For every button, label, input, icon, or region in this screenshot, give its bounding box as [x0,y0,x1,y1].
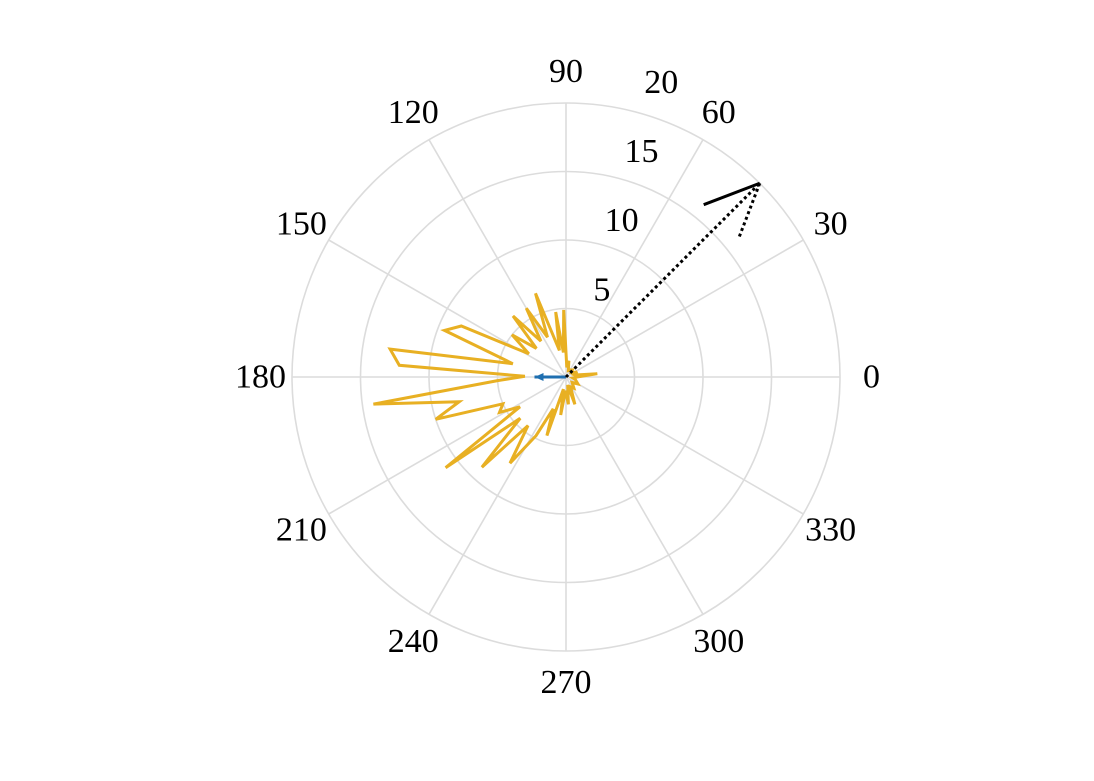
angle-label-300: 300 [693,623,744,660]
ring-15 [359,170,773,584]
radius-label-20: 20 [644,64,678,101]
large-arrow-shaft [564,182,761,379]
angle-label-30: 30 [814,206,848,243]
small-arrow-head [534,373,544,381]
angle-label-180: 180 [235,359,286,396]
radius-label-5: 5 [593,271,610,308]
angle-label-150: 150 [276,206,327,243]
ring-10 [428,239,704,515]
large-arrow-head-upper [703,181,761,207]
angle-label-0: 0 [863,359,880,396]
angle-label-240: 240 [388,623,439,660]
radius-label-15: 15 [624,133,658,170]
angle-tick-labels: 0 30 60 90 120 150 180 210 240 270 300 330 [235,53,880,701]
angle-label-120: 120 [388,94,439,131]
ring-20 [291,102,841,652]
angle-label-90: 90 [549,53,583,90]
angle-label-270: 270 [541,664,592,701]
ring-5 [496,307,636,447]
radius-label-10: 10 [605,202,639,239]
distribution-line [373,292,598,469]
angle-label-210: 210 [276,511,327,548]
angle-label-330: 330 [805,511,856,548]
angle-label-60: 60 [702,94,736,131]
plot-series [373,181,762,469]
large-arrow-head-lower [736,182,762,240]
radius-tick-labels: 5 10 15 20 [593,64,678,308]
